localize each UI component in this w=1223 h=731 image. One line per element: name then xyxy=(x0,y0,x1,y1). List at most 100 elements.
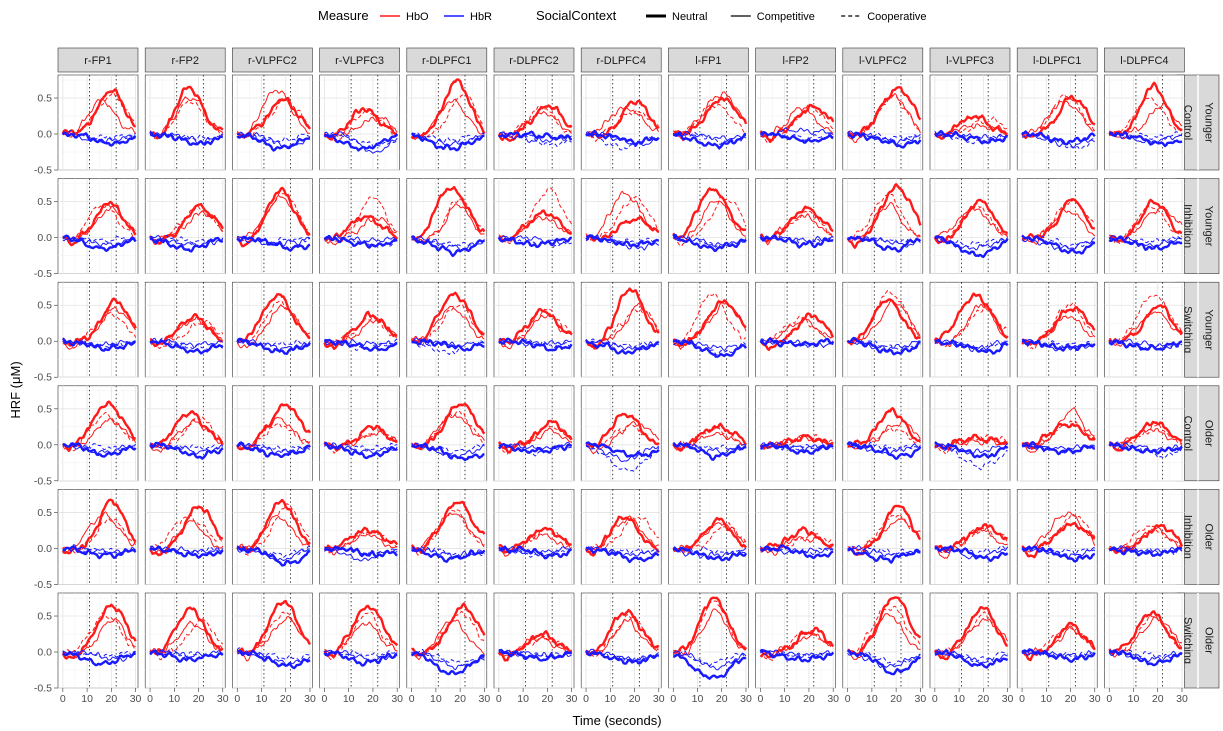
hbo-line xyxy=(585,190,660,238)
panel-bg xyxy=(1016,74,1098,171)
hbr-line xyxy=(411,235,485,252)
y-tick-label: 0.0 xyxy=(37,232,52,244)
panel-bg xyxy=(144,592,226,689)
column-label-l-FP1: l-FP1 xyxy=(695,55,721,67)
hbo-line xyxy=(62,204,136,242)
x-tick-label: 20 xyxy=(1152,693,1164,705)
hbo-line xyxy=(323,611,398,661)
column-strip-l-FP2 xyxy=(755,47,836,73)
x-tick-label: 20 xyxy=(977,693,989,705)
column-strip-l-VLPFC2 xyxy=(842,47,924,73)
hbo-line xyxy=(933,292,1009,342)
hbo-line xyxy=(934,434,1008,455)
hbr-line xyxy=(149,442,223,450)
hbo-line xyxy=(149,519,224,555)
hbr-line xyxy=(760,442,834,452)
x-tick-label: 0 xyxy=(147,693,153,705)
hbr-line xyxy=(411,545,485,558)
row-label-group-3: Older xyxy=(1203,420,1215,447)
panel-bg xyxy=(755,385,836,482)
hbo-line xyxy=(846,183,922,249)
hbo-line xyxy=(1109,311,1183,347)
hbr-line xyxy=(498,649,572,660)
hbr-line xyxy=(236,647,311,662)
hbr-line xyxy=(149,236,224,253)
hbo-line xyxy=(149,205,224,241)
hbr-line xyxy=(149,132,224,144)
x-axis-title: Time (seconds) xyxy=(572,713,661,728)
hbr-line xyxy=(760,649,834,658)
hbo-line xyxy=(149,96,224,137)
hbr-line xyxy=(498,131,572,144)
hbo-line xyxy=(672,516,747,552)
hbr-line xyxy=(934,545,1008,557)
hbr-line xyxy=(672,130,747,141)
hbo-line xyxy=(1109,102,1183,140)
x-tick-label: 0 xyxy=(1106,693,1112,705)
hbr-line xyxy=(324,546,398,562)
hbr-line xyxy=(1108,340,1183,351)
hbr-line xyxy=(411,132,485,152)
hbr-line xyxy=(324,442,398,455)
hbo-line xyxy=(672,104,747,137)
hbr-line xyxy=(324,234,398,244)
hbo-line xyxy=(934,202,1008,243)
column-strip-l-FP1 xyxy=(668,47,749,73)
hbr-line xyxy=(236,132,310,152)
hbr-line xyxy=(673,650,747,671)
hbo-line xyxy=(497,630,572,662)
panel-bg xyxy=(755,178,836,274)
hbo-line xyxy=(1108,198,1183,243)
hbo-line xyxy=(1021,100,1096,136)
x-tick-label: 0 xyxy=(234,693,240,705)
hbr-line xyxy=(149,339,224,355)
x-tick-label: 20 xyxy=(280,693,292,705)
hbr-line xyxy=(847,652,921,669)
hbr-line xyxy=(934,338,1008,352)
x-tick-label: 20 xyxy=(716,693,728,705)
hbr-line xyxy=(585,338,659,351)
hbr-line xyxy=(149,649,224,663)
hbr-line xyxy=(847,235,921,243)
hbr-line xyxy=(411,442,485,455)
hbo-line xyxy=(846,298,921,346)
hbr-line xyxy=(759,338,834,349)
hbo-line xyxy=(672,522,747,555)
hbo-line xyxy=(672,596,748,655)
panel-bg xyxy=(144,74,226,171)
hbo-line xyxy=(324,116,398,138)
x-tick-label: 0 xyxy=(845,693,851,705)
hbr-line xyxy=(498,443,572,457)
hbo-line xyxy=(759,103,835,144)
x-tick-label: 10 xyxy=(1128,693,1140,705)
column-label-r-FP2: r-FP2 xyxy=(171,55,199,67)
hbo-line xyxy=(1109,525,1183,551)
hbo-line xyxy=(847,94,921,139)
column-label-r-VLPFC2: r-VLPFC2 xyxy=(248,55,297,67)
x-tick-label: 0 xyxy=(60,693,66,705)
hbr-line xyxy=(411,651,485,671)
hbr-line xyxy=(236,131,311,148)
hbr-line xyxy=(62,129,136,140)
hbr-line xyxy=(760,650,834,659)
hbo-line xyxy=(62,200,137,247)
hbr-line xyxy=(934,648,1008,664)
hbo-line xyxy=(847,193,921,240)
hbr-line xyxy=(498,547,572,558)
panel-bg xyxy=(144,178,226,274)
hbr-line xyxy=(934,339,1008,353)
hbr-line xyxy=(498,235,572,245)
hbo-line xyxy=(1109,423,1183,447)
hbr-line xyxy=(411,442,485,460)
hbr-line xyxy=(934,237,1009,248)
hbr-line xyxy=(1021,237,1095,251)
hbr-line xyxy=(324,442,398,451)
hbr-line xyxy=(585,134,660,151)
hbr-line xyxy=(324,650,398,658)
hbr-line xyxy=(62,339,136,349)
hbo-line xyxy=(324,316,398,342)
hbr-line xyxy=(847,649,921,666)
x-tick-label: 0 xyxy=(932,693,938,705)
panel-bg xyxy=(929,592,1011,689)
x-tick-label: 10 xyxy=(517,693,529,705)
